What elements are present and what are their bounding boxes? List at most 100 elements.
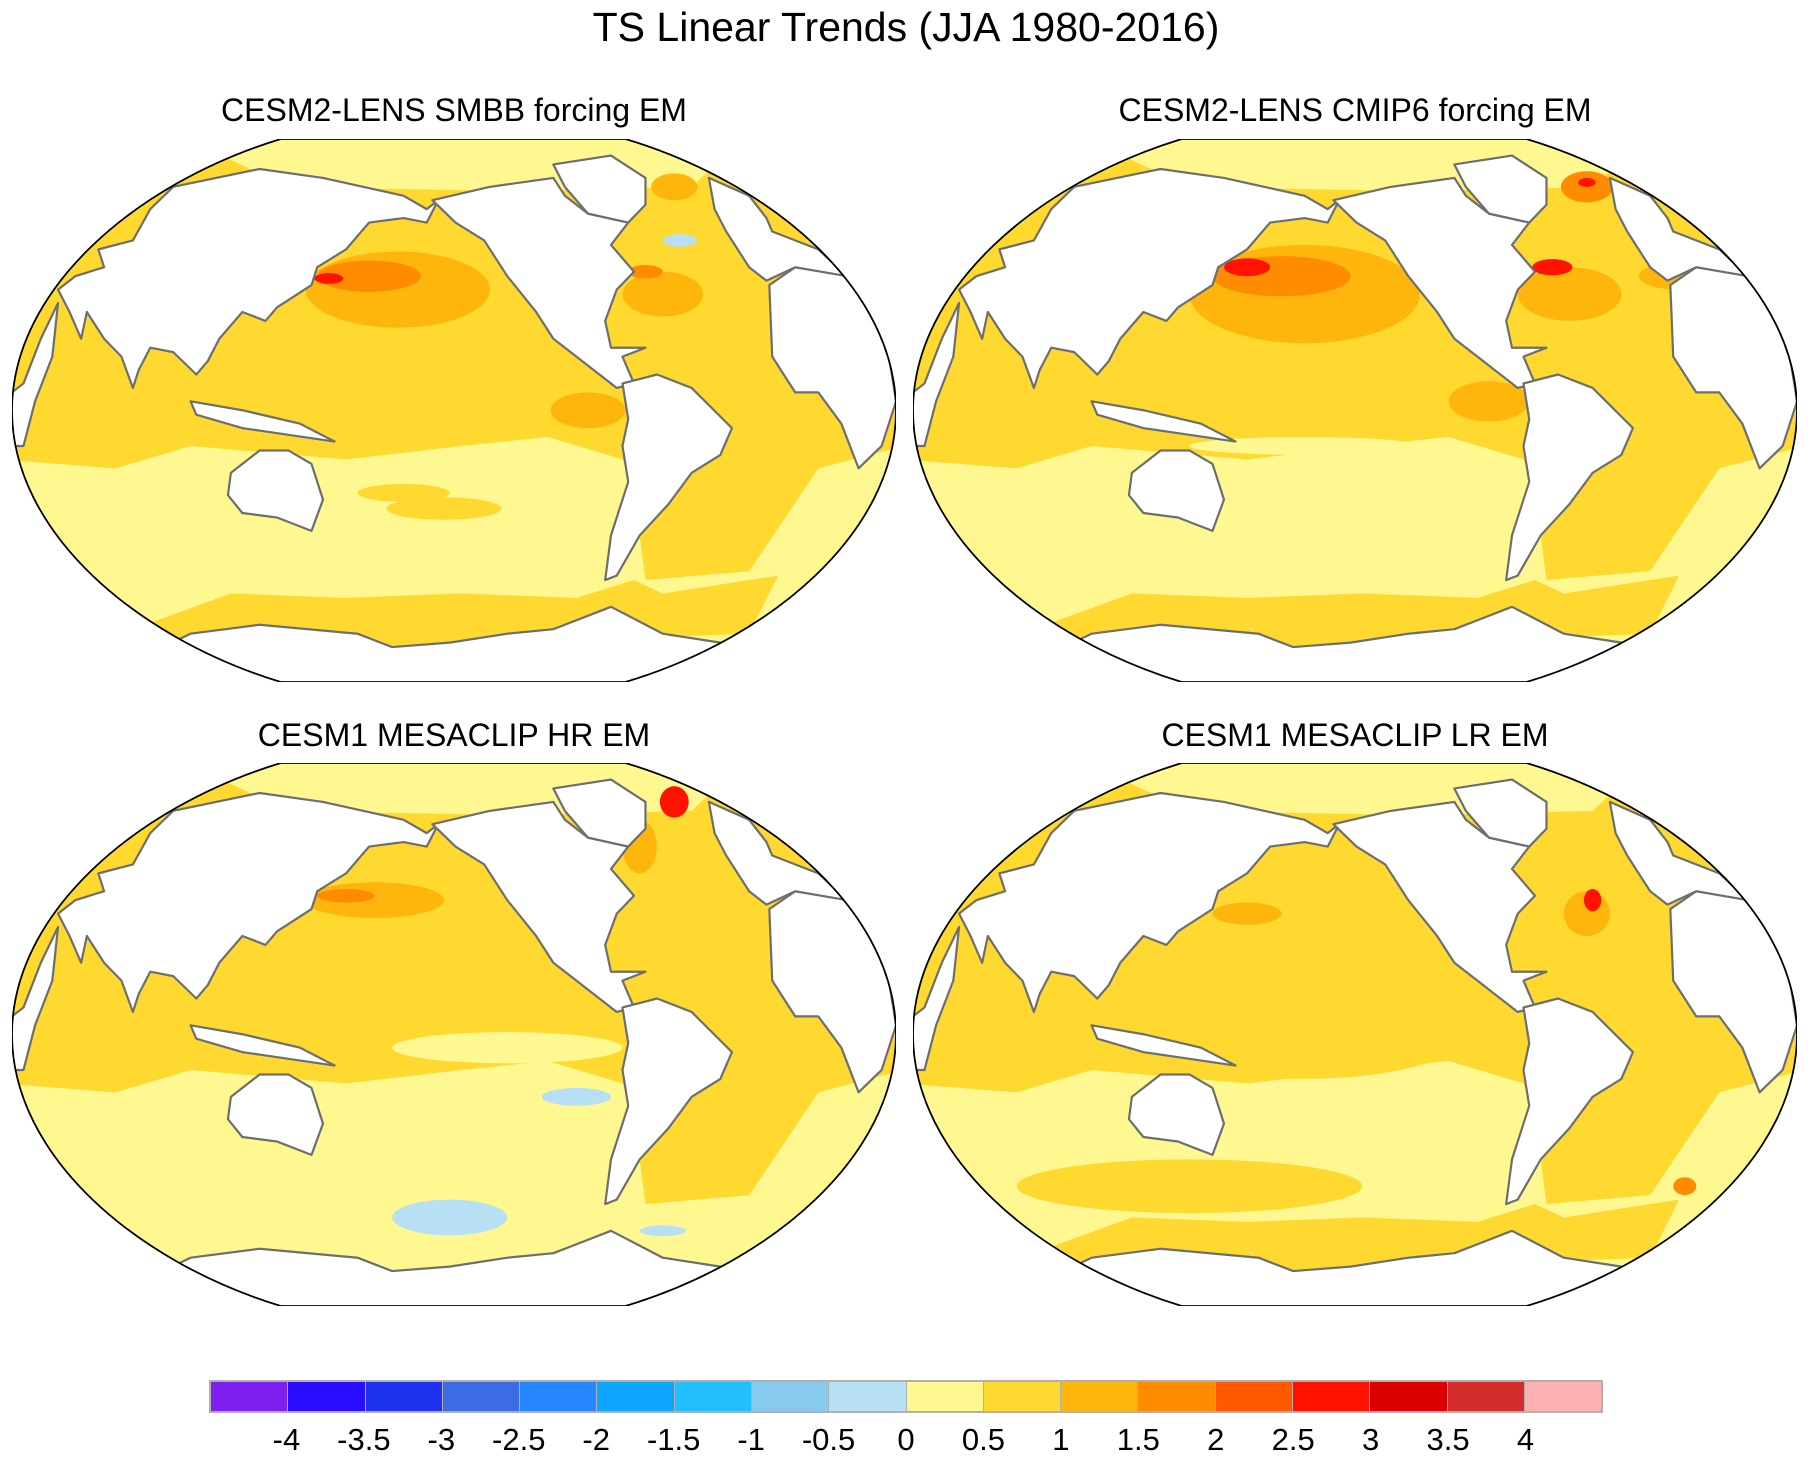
- colorbar-box: [674, 1382, 752, 1411]
- trend-anomaly-region: [1448, 381, 1530, 422]
- colorbar-box: [906, 1382, 984, 1411]
- colorbar-tick-label: 0.5: [961, 1422, 1005, 1457]
- map-content: [12, 763, 896, 1306]
- trend-anomaly-region: [386, 497, 502, 520]
- land-australia: [226, 1073, 325, 1156]
- land-australia: [226, 449, 325, 532]
- trend-anomaly-region: [1131, 971, 1478, 1079]
- map-border: [913, 763, 1797, 1306]
- trend-anomaly-region: [1517, 267, 1622, 321]
- colorbar-tick-label: -1: [737, 1422, 765, 1457]
- trend-anomaly-region: [1016, 1159, 1363, 1213]
- trend-anomaly-region: [628, 265, 663, 279]
- colorbar-tick-label: -1.5: [646, 1422, 701, 1457]
- colorbar-box: [1061, 1382, 1139, 1411]
- colorbar-box: [1138, 1382, 1216, 1411]
- land-samerica: [604, 997, 734, 1206]
- land-eurasia: [56, 791, 440, 1014]
- land-europe: [707, 800, 849, 906]
- trend-anomaly-region: [1560, 171, 1613, 203]
- land-greenland: [552, 778, 647, 848]
- panel-title-4: CESM1 MESACLIP LR EM: [1161, 717, 1549, 753]
- trend-anomaly-region: [659, 786, 689, 818]
- land-eurasia: [957, 167, 1341, 390]
- main-title: TS Linear Trends (JJA 1980-2016): [592, 4, 1220, 50]
- trend-anomaly-region: [317, 260, 421, 292]
- land-australia: [1127, 449, 1226, 532]
- land-africaW: [12, 301, 60, 448]
- colorbar-box: [288, 1382, 366, 1411]
- land-samerica: [1505, 373, 1635, 582]
- map-content: [913, 139, 1797, 682]
- colorbar-tick-label: -2.5: [492, 1422, 546, 1457]
- colorbar-box: [1447, 1382, 1525, 1411]
- colorbar-tick-label: -4: [272, 1422, 301, 1457]
- trend-anomaly-region: [1212, 902, 1282, 925]
- colorbar-tick-label: 1: [1052, 1422, 1070, 1457]
- land-indonesia: [1090, 1024, 1237, 1067]
- colorbar-tick-label: -2: [582, 1422, 611, 1457]
- land-australia: [1127, 1073, 1226, 1156]
- map-panel-4: [913, 763, 1797, 1306]
- land-europe: [707, 176, 849, 282]
- land-indonesia: [189, 1024, 336, 1067]
- land-eurasia: [56, 167, 440, 390]
- map-panel-1: [12, 139, 896, 682]
- trend-anomaly-region: [392, 1032, 623, 1064]
- colorbar-box: [829, 1382, 907, 1411]
- map-border: [12, 763, 896, 1306]
- trend-anomaly-region: [1189, 437, 1420, 455]
- colorbar-tick-label: 4: [1516, 1422, 1535, 1457]
- colorbar-box: [597, 1382, 675, 1411]
- land-europe: [1608, 176, 1750, 282]
- trend-anomaly-region: [1673, 1177, 1697, 1196]
- trend-anomaly-region: [639, 1225, 686, 1237]
- colorbar-tick-label: 3: [1362, 1422, 1380, 1457]
- colorbar-labels: -4 -3.5 -3 -2.5 -2 -1.5 -1 -0.5 0 0.5 1 1.5 2 2.5 3 3.5…: [209, 1422, 1603, 1462]
- colorbar-box: [1292, 1382, 1371, 1411]
- map-content: [913, 763, 1797, 1306]
- land-namerica: [431, 800, 647, 1014]
- trend-anomaly-region: [357, 483, 450, 502]
- land-africaW: [12, 925, 60, 1072]
- panel-title-2: CESM2-LENS CMIP6 forcing EM: [1118, 92, 1592, 128]
- trend-anomaly-region: [1583, 889, 1602, 912]
- colorbar-box: [520, 1382, 598, 1411]
- colorbar-tick-label: 1.5: [1116, 1422, 1160, 1457]
- land-africaW: [913, 301, 961, 448]
- trend-anomaly-region: [622, 271, 704, 317]
- land-namerica: [431, 176, 647, 390]
- land-indonesia: [1090, 400, 1237, 443]
- colorbar-tick-label: 0: [897, 1422, 915, 1457]
- trend-anomaly-region: [541, 1087, 611, 1106]
- colorbar-tick-label: 2.5: [1271, 1422, 1315, 1457]
- colorbar-tick-label: -0.5: [801, 1422, 856, 1457]
- colorbar-box: [751, 1382, 830, 1411]
- land-namerica: [1332, 176, 1548, 390]
- land-europe: [1608, 800, 1750, 906]
- land-indonesia: [189, 400, 336, 443]
- panel-title-3: CESM1 MESACLIP HR EM: [257, 717, 651, 753]
- map-border: [12, 139, 896, 682]
- land-greenland: [552, 154, 647, 224]
- colorbar-tick-label: -3.5: [337, 1422, 391, 1457]
- trend-anomaly-region: [317, 889, 375, 903]
- colorbar-box: [1215, 1382, 1293, 1411]
- colorbar-box: [211, 1382, 289, 1411]
- colorbar: [209, 1380, 1603, 1413]
- land-greenland: [1453, 778, 1548, 848]
- land-samerica: [604, 373, 734, 582]
- land-eurasia: [957, 791, 1341, 1014]
- land-namerica: [1332, 800, 1548, 1014]
- trend-anomaly-region: [305, 251, 490, 328]
- trend-anomaly-region: [550, 392, 626, 429]
- trend-anomaly-region: [662, 234, 698, 247]
- colorbar-tick-label: 3.5: [1426, 1422, 1470, 1457]
- trend-anomaly-region: [1532, 259, 1573, 276]
- map-content: [12, 139, 896, 682]
- colorbar-tick-label: 2: [1207, 1422, 1225, 1457]
- colorbar-box: [1370, 1382, 1448, 1411]
- land-samerica: [1505, 997, 1635, 1206]
- colorbar-box: [1524, 1382, 1602, 1411]
- land-greenland: [1453, 154, 1548, 224]
